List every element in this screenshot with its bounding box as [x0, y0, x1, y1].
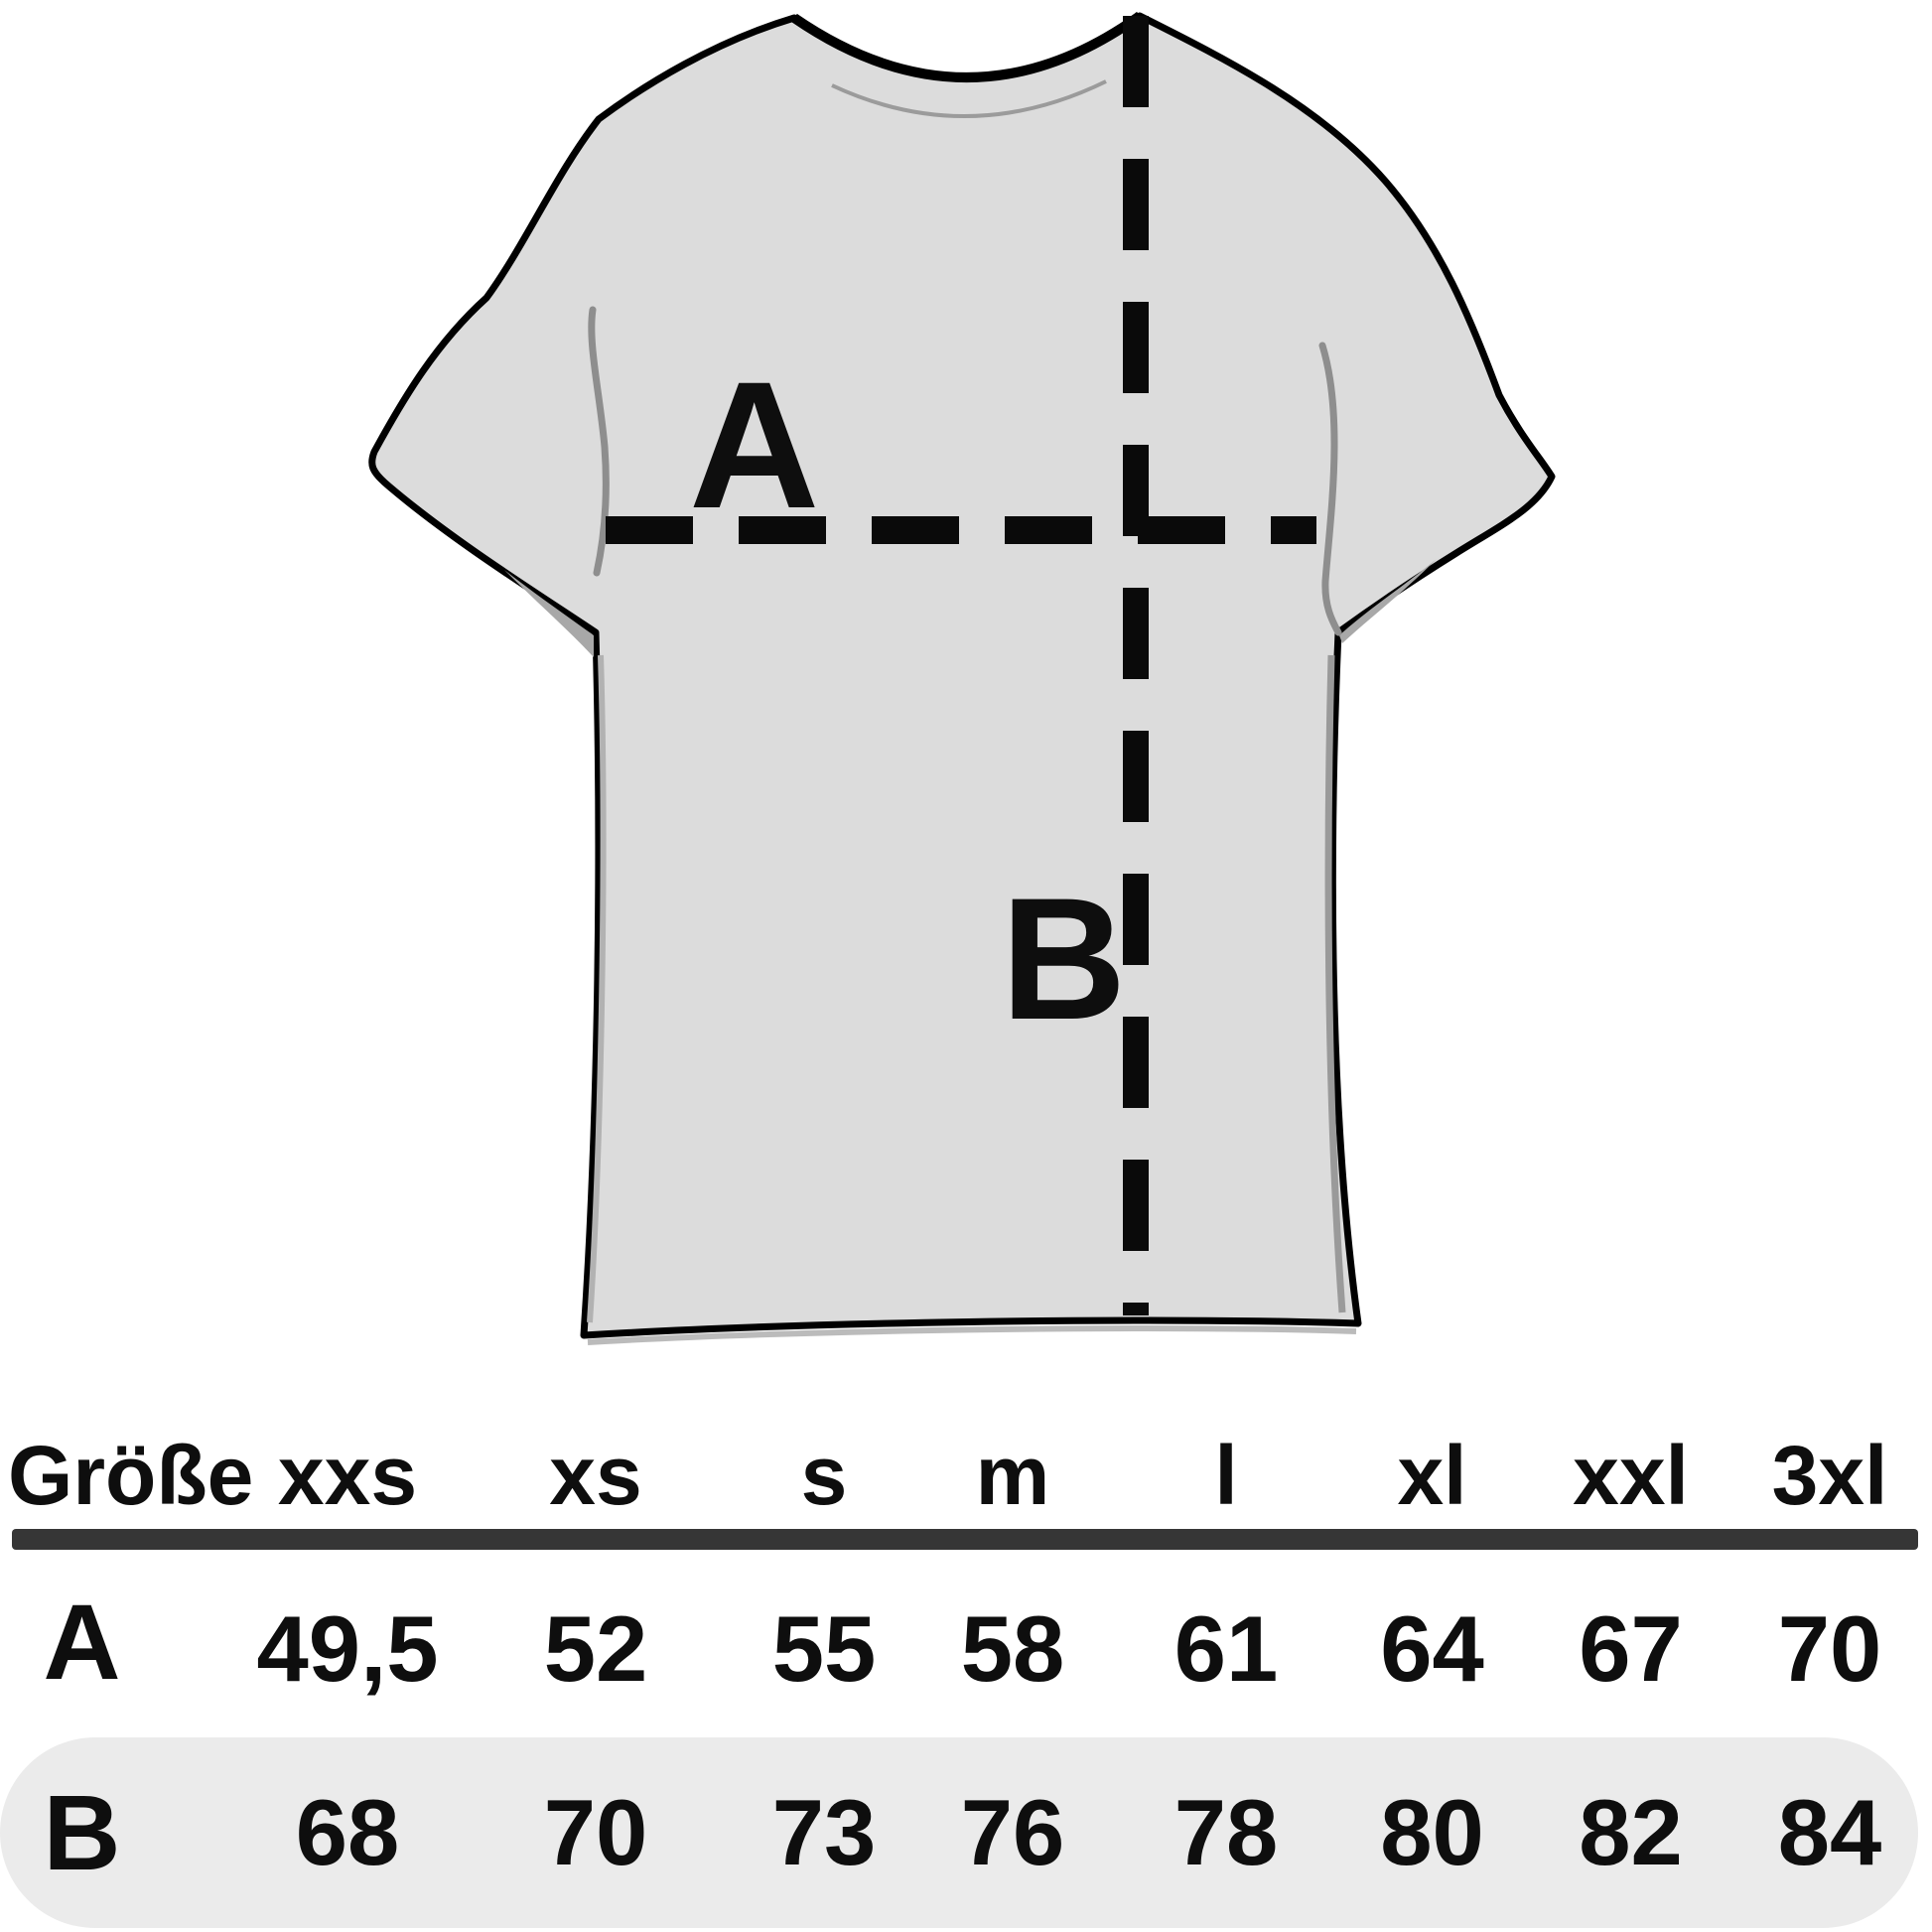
row-a-3xl: 70 — [1777, 1596, 1882, 1701]
row-a-xxl: 67 — [1579, 1596, 1683, 1701]
header-s: s — [800, 1429, 848, 1522]
left-sleeve-seam — [588, 306, 610, 577]
row-b-l: 78 — [1173, 1780, 1279, 1884]
row-b-s: 73 — [771, 1780, 877, 1884]
header-groesse: Größe — [8, 1429, 254, 1522]
inner-collar-line — [831, 79, 1107, 118]
left-body-seam — [587, 654, 607, 1323]
length-label-b: B — [1001, 863, 1126, 1056]
right-armpit-shadow — [1339, 559, 1437, 643]
table-row-a: A 49,5 52 55 58 61 64 67 70 — [0, 1585, 1932, 1696]
width-label-a: A — [689, 344, 819, 546]
right-sleeve-seam — [1318, 342, 1342, 636]
tshirt-diagram: A B — [368, 11, 1556, 1345]
row-b-xs: 70 — [543, 1780, 648, 1884]
row-a-xl: 64 — [1380, 1596, 1484, 1701]
row-a-xxs: 49,5 — [256, 1596, 439, 1701]
row-b-xxs: 68 — [295, 1780, 400, 1884]
header-xl: xl — [1397, 1429, 1467, 1522]
size-table-header: Größe xxs xs s m l xl xxl 3xl — [0, 1422, 1932, 1517]
header-m: m — [975, 1429, 1050, 1522]
row-a-label: A — [43, 1582, 121, 1702]
row-b-xxl: 82 — [1579, 1780, 1683, 1884]
header-l: l — [1214, 1429, 1238, 1522]
header-xs: xs — [549, 1429, 642, 1522]
row-a-l: 61 — [1173, 1596, 1279, 1701]
tshirt-outline — [368, 12, 1556, 1339]
row-b-m: 76 — [960, 1780, 1065, 1884]
table-row-b: B 68 70 73 76 78 80 82 84 — [0, 1737, 1918, 1928]
neckline — [791, 11, 1143, 82]
row-b-3xl: 84 — [1777, 1780, 1882, 1884]
header-divider-rule — [12, 1529, 1918, 1550]
row-a-xs: 52 — [543, 1596, 648, 1701]
hem-shadow-line — [587, 1325, 1357, 1345]
row-b-xl: 80 — [1380, 1780, 1484, 1884]
header-xxl: xxl — [1573, 1429, 1689, 1522]
header-3xl: 3xl — [1771, 1429, 1888, 1522]
right-body-seam — [1324, 654, 1346, 1313]
left-armpit-shadow — [504, 570, 594, 657]
row-a-s: 55 — [771, 1596, 877, 1701]
header-xxs: xxs — [277, 1429, 418, 1522]
row-b-label: B — [43, 1772, 121, 1892]
row-a-m: 58 — [960, 1596, 1065, 1701]
